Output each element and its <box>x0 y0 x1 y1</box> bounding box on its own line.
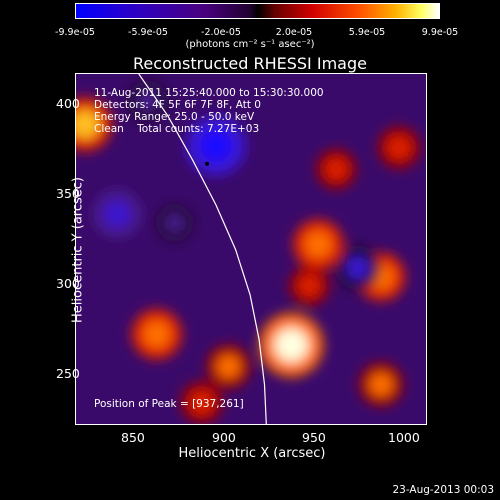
y-axis-label: Heliocentric Y (arcsec) <box>70 177 86 323</box>
heatmap-source <box>165 213 185 233</box>
y-tick-label: 250 <box>56 366 80 381</box>
x-tick-label: 950 <box>302 430 326 445</box>
colorbar-unit: (photons cm⁻² s⁻¹ asec⁻²) <box>185 39 315 50</box>
annotation-counts: Clean Total counts: 7.27E+03 <box>94 123 260 135</box>
heatmap-source <box>325 158 347 180</box>
marked-point <box>205 161 210 166</box>
heatmap-source <box>305 231 332 258</box>
heatmap-source <box>190 391 213 414</box>
heatmap-source <box>346 256 370 280</box>
colorbar-tick: -9.9e-05 <box>55 27 95 38</box>
x-axis-label: Heliocentric X (arcsec) <box>178 446 326 461</box>
y-tick-label: 300 <box>56 276 80 291</box>
y-tick-label: 350 <box>56 186 80 201</box>
annotation-energy: Energy Range: 25.0 - 50.0 keV <box>94 111 255 123</box>
colorbar <box>75 3 440 19</box>
heatmap-source <box>274 328 309 363</box>
colorbar-gradient <box>76 4 439 18</box>
colorbar-tick: -5.9e-05 <box>128 27 168 38</box>
x-tick-label: 850 <box>121 430 145 445</box>
footer-timestamp: 23-Aug-2013 00:03 <box>392 484 494 496</box>
heatmap-source <box>104 201 130 227</box>
plot-area <box>75 73 427 425</box>
heatmap-source <box>369 372 393 397</box>
solar-limb-curve <box>138 74 267 424</box>
heatmap-source <box>388 136 411 159</box>
heatmap-source <box>217 355 241 379</box>
heatmap-source <box>200 129 232 162</box>
peak-position-label: Position of Peak = [937,261] <box>94 398 244 410</box>
heatmap-source <box>143 321 170 348</box>
colorbar-tick: 2.0e-05 <box>275 27 313 38</box>
colorbar-tick: 9.9e-05 <box>421 27 459 38</box>
annotation-detectors: Detectors: 4F 5F 6F 7F 8F, Att 0 <box>94 99 261 111</box>
x-tick-label: 900 <box>212 430 236 445</box>
colorbar-tick: -2.0e-05 <box>201 27 241 38</box>
annotation-time-range: 11-Aug-2011 15:25:40.000 to 15:30:30.000 <box>94 87 324 99</box>
chart-title: Reconstructed RHESSI Image <box>133 54 367 73</box>
heatmap-source <box>76 109 100 139</box>
heatmap-source <box>298 275 320 297</box>
heatmap-svg <box>76 74 421 424</box>
colorbar-tick: 5.9e-05 <box>348 27 386 38</box>
y-tick-label: 400 <box>56 96 80 111</box>
x-tick-label: 1000 <box>388 430 420 445</box>
heatmap-source <box>137 90 159 112</box>
